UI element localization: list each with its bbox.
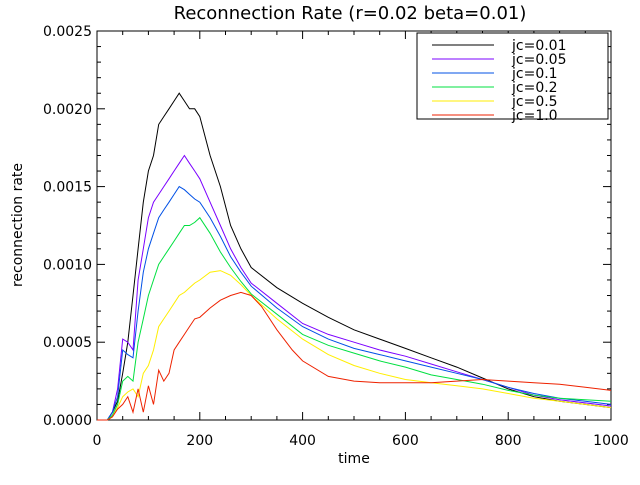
chart-title: Reconnection Rate (r=0.02 beta=0.01) [174,3,527,24]
y-tick-label: 0.0000 [43,413,92,429]
legend-label: jc=0.1 [511,66,558,82]
x-tick-label: 1000 [593,433,629,449]
x-axis: 0 200 400 600 800 1000 [93,31,629,449]
y-tick-label: 0.0010 [43,257,92,273]
series-lines [97,92,612,421]
x-tick-label: 200 [186,433,213,449]
series-line-1 [97,154,612,421]
legend-box [416,32,609,120]
series-line-0 [97,92,612,421]
x-tick-label: 800 [495,433,522,449]
series-line-2 [97,185,612,421]
legend-label: jc=0.2 [511,80,558,96]
y-tick-label: 0.0025 [43,24,92,40]
x-axis-label: time [338,451,370,467]
series-line-3 [97,216,612,421]
legend-label: jc=0.05 [511,52,567,68]
y-tick-label: 0.0015 [43,180,92,196]
y-axis: 0.0000 0.0005 0.0010 0.0015 0.0020 0.0025 [43,24,611,429]
series-line-5 [97,291,612,421]
legend-label: jc=1.0 [511,108,558,124]
y-tick-label: 0.0020 [43,102,92,118]
series-line-4 [97,270,612,421]
x-tick-label: 400 [289,433,316,449]
y-tick-label: 0.0005 [43,335,92,351]
legend-label: jc=0.5 [511,94,558,110]
x-tick-label: 600 [392,433,419,449]
legend-label: jc=0.01 [511,38,567,54]
x-tick-label: 0 [93,433,102,449]
y-axis-label: reconnection rate [10,163,26,287]
